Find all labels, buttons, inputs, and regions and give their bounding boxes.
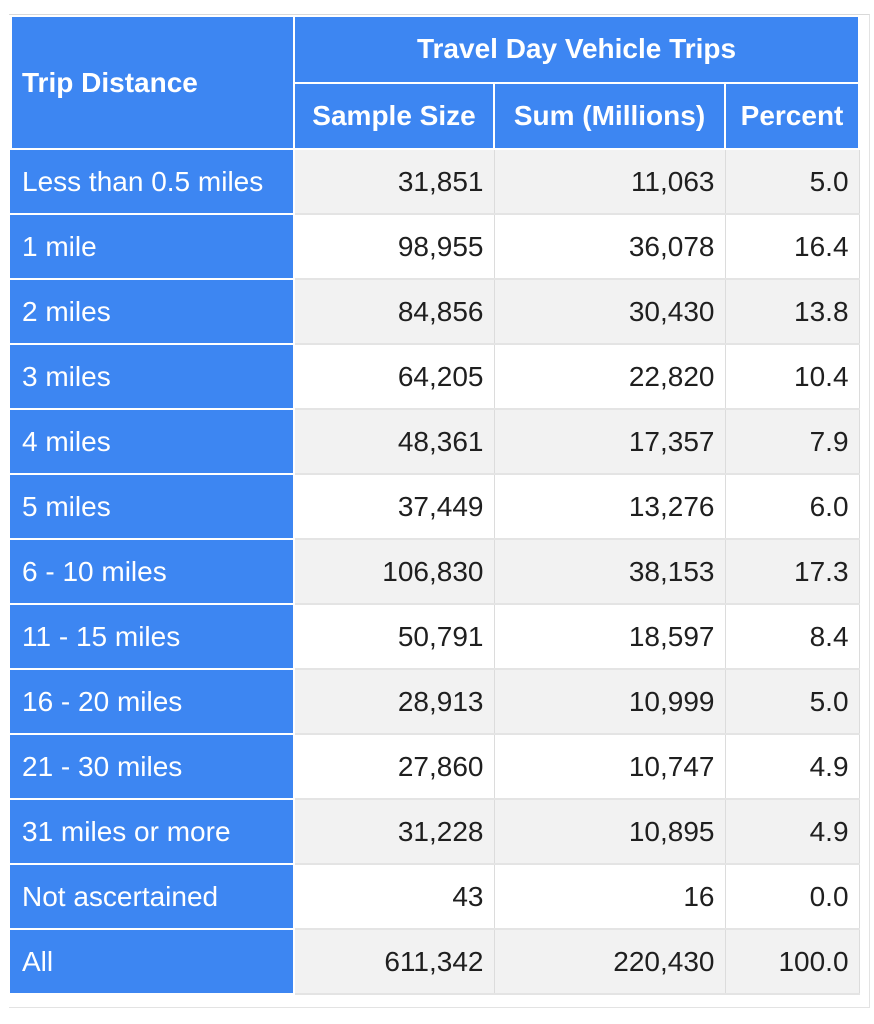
- row-label: 1 mile: [10, 213, 295, 280]
- stub-header: Trip Distance: [10, 15, 295, 150]
- sample-size-cell: 50,791: [293, 603, 495, 670]
- percent-cell: 10.4: [724, 343, 860, 410]
- row-label: 5 miles: [10, 473, 295, 540]
- percent-cell: 6.0: [724, 473, 860, 540]
- row-label: 11 - 15 miles: [10, 603, 295, 670]
- sample-size-cell: 31,228: [293, 798, 495, 865]
- percent-cell: 5.0: [724, 668, 860, 735]
- percent-cell: 16.4: [724, 213, 860, 280]
- sample-size-cell: 37,449: [293, 473, 495, 540]
- percent-cell: 5.0: [724, 148, 860, 215]
- row-label: 16 - 20 miles: [10, 668, 295, 735]
- percent-cell: 4.9: [724, 733, 860, 800]
- sum-millions-cell: 18,597: [493, 603, 726, 670]
- column-header-percent: Percent: [723, 81, 861, 150]
- table-frame: [9, 14, 870, 1008]
- table-row: 3 miles 64,205 22,820 10.4: [10, 343, 860, 410]
- group-header: Travel Day Vehicle Trips: [292, 15, 861, 84]
- table-row: 2 miles 84,856 30,430 13.8: [10, 278, 860, 345]
- table-row: 16 - 20 miles 28,913 10,999 5.0: [10, 668, 860, 735]
- column-header-sum: Sum (Millions): [493, 81, 726, 150]
- sum-millions-cell: 10,999: [493, 668, 726, 735]
- table-row: 4 miles 48,361 17,357 7.9: [10, 408, 860, 475]
- row-label: 4 miles: [10, 408, 295, 475]
- percent-cell: 17.3: [724, 538, 860, 605]
- percent-cell: 13.8: [724, 278, 860, 345]
- row-label: 2 miles: [10, 278, 295, 345]
- row-label: 6 - 10 miles: [10, 538, 295, 605]
- sample-size-cell: 28,913: [293, 668, 495, 735]
- sum-millions-cell: 36,078: [493, 213, 726, 280]
- sum-millions-cell: 22,820: [493, 343, 726, 410]
- table-row: Less than 0.5 miles 31,851 11,063 5.0: [10, 148, 860, 215]
- table-row: 6 - 10 miles 106,830 38,153 17.3: [10, 538, 860, 605]
- row-label: Not ascertained: [10, 863, 295, 930]
- sample-size-cell: 27,860: [293, 733, 495, 800]
- percent-cell: 0.0: [724, 863, 860, 930]
- sum-millions-cell: 17,357: [493, 408, 726, 475]
- column-header-sample-size: Sample Size: [293, 81, 495, 150]
- sample-size-cell: 106,830: [293, 538, 495, 605]
- percent-cell: 4.9: [724, 798, 860, 865]
- row-label: 21 - 30 miles: [10, 733, 295, 800]
- sum-millions-cell: 11,063: [493, 148, 726, 215]
- sample-size-cell: 611,342: [293, 928, 495, 995]
- row-label: 3 miles: [10, 343, 295, 410]
- sum-millions-cell: 16: [493, 863, 726, 930]
- table-row: 1 mile 98,955 36,078 16.4: [10, 213, 860, 280]
- table-row: 21 - 30 miles 27,860 10,747 4.9: [10, 733, 860, 800]
- sum-millions-cell: 10,895: [493, 798, 726, 865]
- table-row: Not ascertained 43 16 0.0: [10, 863, 860, 930]
- sum-millions-cell: 10,747: [493, 733, 726, 800]
- row-label: All: [10, 928, 295, 995]
- table-header: Trip Distance Travel Day Vehicle Trips S…: [10, 15, 861, 150]
- table-row: All 611,342 220,430 100.0: [10, 928, 860, 995]
- sum-millions-cell: 13,276: [493, 473, 726, 540]
- table-row: 31 miles or more 31,228 10,895 4.9: [10, 798, 860, 865]
- sum-millions-cell: 30,430: [493, 278, 726, 345]
- sample-size-cell: 48,361: [293, 408, 495, 475]
- sample-size-cell: 84,856: [293, 278, 495, 345]
- sample-size-cell: 31,851: [293, 148, 495, 215]
- sample-size-cell: 98,955: [293, 213, 495, 280]
- sum-millions-cell: 38,153: [493, 538, 726, 605]
- row-label: Less than 0.5 miles: [10, 148, 295, 215]
- percent-cell: 100.0: [724, 928, 860, 995]
- table-row: 11 - 15 miles 50,791 18,597 8.4: [10, 603, 860, 670]
- table-body: Less than 0.5 miles 31,851 11,063 5.0 1 mile…: [10, 148, 860, 995]
- percent-cell: 7.9: [724, 408, 860, 475]
- trip-distance-table: Trip Distance Travel Day Vehicle Trips S…: [10, 15, 861, 995]
- table-row: 5 miles 37,449 13,276 6.0: [10, 473, 860, 540]
- row-label: 31 miles or more: [10, 798, 295, 865]
- sum-millions-cell: 220,430: [493, 928, 726, 995]
- sample-size-cell: 64,205: [293, 343, 495, 410]
- percent-cell: 8.4: [724, 603, 860, 670]
- sample-size-cell: 43: [293, 863, 495, 930]
